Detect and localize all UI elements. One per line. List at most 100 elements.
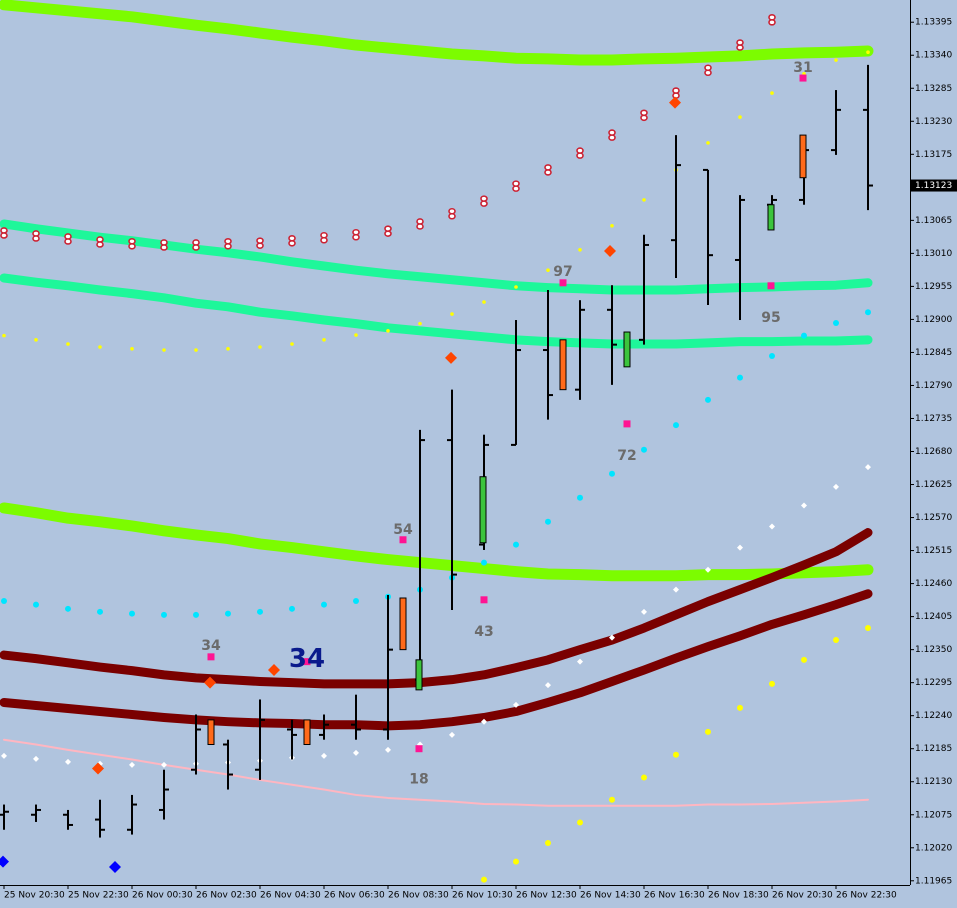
x-tick-label: 26 Nov 10:30 bbox=[452, 891, 513, 901]
signal-body bbox=[623, 331, 631, 368]
dot bbox=[2, 333, 6, 338]
x-tick-label: 26 Nov 20:30 bbox=[772, 891, 833, 901]
y-tick-label: 1.13175 bbox=[915, 150, 952, 160]
signal-square bbox=[623, 420, 631, 428]
diamond-dot bbox=[833, 483, 839, 490]
signal-body bbox=[799, 134, 807, 179]
dot bbox=[482, 300, 486, 304]
y-tick-label: 1.12240 bbox=[915, 711, 952, 721]
signal-square bbox=[399, 536, 407, 544]
diamond-dot bbox=[705, 566, 711, 573]
diamond-dot bbox=[737, 544, 743, 551]
dot bbox=[321, 601, 327, 608]
diamond-dot bbox=[673, 586, 679, 593]
indicator-line bbox=[0, 502, 874, 582]
indicator-line bbox=[3, 738, 869, 807]
x-tick-label: 26 Nov 06:30 bbox=[324, 891, 385, 901]
dot bbox=[546, 268, 550, 272]
sar-dot bbox=[128, 238, 136, 250]
dot bbox=[290, 342, 294, 346]
y-tick-label: 1.13010 bbox=[915, 249, 952, 259]
indicator-line bbox=[0, 219, 873, 295]
sar-dot bbox=[160, 239, 168, 251]
dot bbox=[65, 605, 71, 612]
diamond-dot bbox=[33, 755, 39, 762]
sar-dot bbox=[544, 164, 552, 176]
sar-dot bbox=[576, 147, 584, 159]
signal-body bbox=[415, 659, 423, 691]
dot bbox=[97, 608, 103, 615]
diamond-dot bbox=[321, 752, 327, 759]
signal-diamond bbox=[268, 664, 280, 677]
signal-body bbox=[399, 597, 407, 651]
dot bbox=[706, 141, 710, 145]
dot bbox=[801, 332, 807, 339]
y-tick-label: 1.12570 bbox=[915, 513, 952, 523]
dot bbox=[705, 396, 711, 403]
y-tick-label: 1.12460 bbox=[915, 579, 952, 589]
dot bbox=[673, 422, 679, 429]
dot bbox=[450, 312, 454, 316]
sar-dot bbox=[704, 64, 712, 76]
dot bbox=[801, 656, 807, 663]
dot bbox=[34, 338, 38, 342]
signal-square bbox=[207, 653, 215, 661]
x-tick-label: 26 Nov 02:30 bbox=[196, 891, 257, 901]
signal-label: 95 bbox=[761, 310, 780, 326]
dot bbox=[577, 819, 583, 826]
dot bbox=[194, 348, 198, 352]
dot bbox=[225, 610, 231, 617]
diamond-dot bbox=[577, 658, 583, 665]
dot bbox=[545, 518, 551, 525]
y-tick-label: 1.12075 bbox=[915, 810, 952, 820]
dot bbox=[609, 796, 615, 803]
dot bbox=[769, 680, 775, 687]
dot bbox=[514, 285, 518, 289]
sar-dot bbox=[192, 239, 200, 251]
dot bbox=[737, 374, 743, 381]
x-tick-label: 26 Nov 14:30 bbox=[580, 891, 641, 901]
dot bbox=[833, 637, 839, 644]
signal-square bbox=[767, 282, 775, 290]
dot bbox=[258, 345, 262, 349]
signal-body bbox=[559, 339, 567, 391]
signal-square bbox=[303, 658, 311, 666]
dot bbox=[833, 320, 839, 327]
diamond-dot bbox=[129, 761, 135, 768]
dot bbox=[609, 470, 615, 477]
x-tick-label: 26 Nov 04:30 bbox=[260, 891, 321, 901]
diamond-dot bbox=[865, 464, 871, 471]
dot bbox=[642, 198, 646, 202]
y-tick-label: 1.12680 bbox=[915, 447, 952, 457]
dot bbox=[738, 115, 742, 119]
diamond-dot bbox=[161, 761, 167, 768]
signal-diamond bbox=[445, 351, 457, 364]
y-tick-label: 1.12790 bbox=[915, 381, 952, 391]
current-price-label: 1.13123 bbox=[915, 181, 952, 191]
sar-dot bbox=[224, 238, 232, 250]
signal-diamond bbox=[204, 676, 216, 689]
signal-label: 43 bbox=[474, 624, 493, 640]
signal-label: 72 bbox=[617, 448, 636, 464]
x-tick-label: 25 Nov 22:30 bbox=[68, 891, 129, 901]
sar-dot bbox=[640, 109, 648, 122]
dot bbox=[641, 446, 647, 453]
signal-diamond bbox=[0, 855, 9, 868]
sar-dot bbox=[0, 227, 8, 239]
dot bbox=[66, 342, 70, 346]
y-tick-label: 1.13285 bbox=[915, 84, 952, 94]
signal-label: 18 bbox=[409, 772, 428, 788]
sar-dot bbox=[288, 235, 296, 247]
signal-diamond bbox=[604, 244, 616, 257]
signal-square bbox=[480, 596, 488, 604]
signal-label: 97 bbox=[553, 264, 572, 280]
sar-dot bbox=[64, 233, 72, 245]
sar-dot bbox=[384, 225, 392, 237]
dot bbox=[193, 611, 199, 618]
y-tick-label: 1.13395 bbox=[915, 18, 952, 28]
dot bbox=[513, 858, 519, 865]
sar-dot bbox=[736, 39, 744, 51]
